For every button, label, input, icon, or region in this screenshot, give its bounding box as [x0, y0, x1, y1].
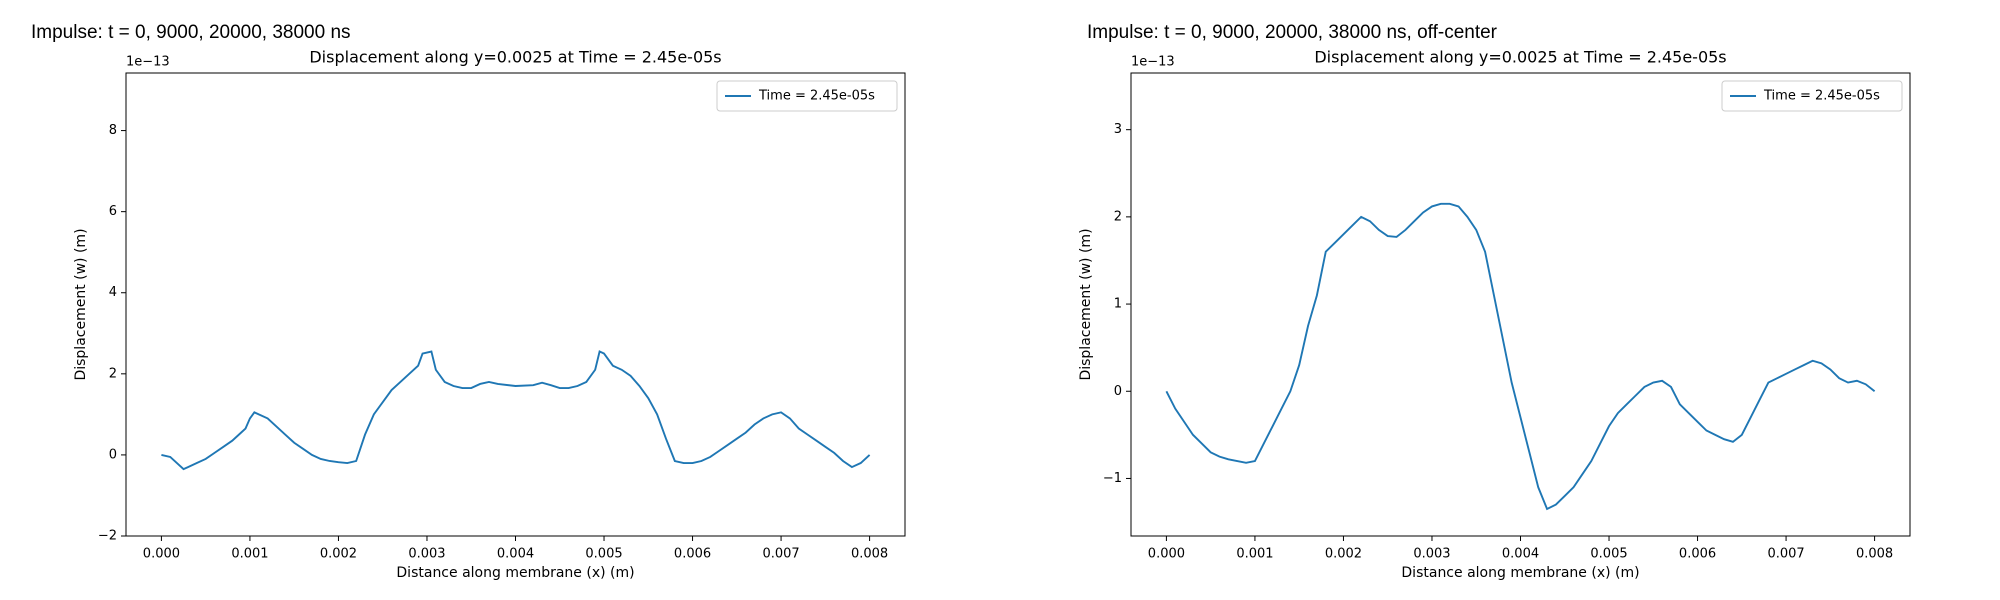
y-tick-label: −1 [1103, 471, 1122, 486]
legend-box [716, 80, 898, 112]
x-axis-label: Distance along membrane (x) (m) [1401, 565, 1639, 581]
x-tick-label: 0.004 [1502, 547, 1539, 562]
x-tick-label: 0.007 [762, 547, 799, 562]
x-tick-label: 0.000 [143, 547, 180, 562]
offset-text: 1e−13 [126, 55, 170, 70]
x-axis-label: Distance along membrane (x) (m) [396, 565, 634, 581]
x-tick-label: 0.006 [674, 547, 711, 562]
x-tick-label: 0.003 [1413, 547, 1450, 562]
y-tick-label: 2 [1114, 209, 1122, 224]
y-axis-label: Displacement (w) (m) [73, 228, 89, 380]
x-tick-label: 0.004 [497, 547, 534, 562]
legend-label: Time = 2.45e-05s [758, 89, 875, 104]
x-tick-label: 0.008 [851, 547, 888, 562]
x-tick-label: 0.008 [1856, 547, 1893, 562]
x-tick-label: 0.000 [1148, 547, 1185, 562]
x-tick-label: 0.001 [1236, 547, 1273, 562]
plot-frame [125, 72, 906, 537]
y-tick-label: 8 [109, 123, 117, 138]
x-tick-label: 0.005 [1590, 547, 1627, 562]
y-tick-label: −2 [98, 529, 117, 544]
legend-box [1721, 80, 1903, 112]
y-tick-label: 0 [1114, 384, 1122, 399]
x-tick-label: 0.002 [1325, 547, 1362, 562]
y-axis-label: Displacement (w) (m) [1078, 228, 1094, 380]
y-tick-label: 4 [109, 285, 117, 300]
x-tick-label: 0.007 [1767, 547, 1804, 562]
y-tick-label: 1 [1114, 297, 1122, 312]
chart-title: Displacement along y=0.0025 at Time = 2.… [1314, 48, 1726, 67]
legend-label: Time = 2.45e-05s [1763, 89, 1880, 104]
line [1165, 202, 1876, 511]
x-tick-label: 0.006 [1679, 547, 1716, 562]
offset-text: 1e−13 [1131, 55, 1175, 70]
x-tick-label: 0.002 [320, 547, 357, 562]
y-tick-label: 3 [1114, 122, 1122, 137]
x-tick-label: 0.005 [585, 547, 622, 562]
x-tick-label: 0.003 [408, 547, 445, 562]
y-tick-label: 0 [109, 447, 117, 462]
x-tick-label: 0.001 [231, 547, 268, 562]
line [161, 350, 871, 471]
y-tick-label: 2 [109, 366, 117, 381]
y-tick-label: 6 [109, 204, 117, 219]
chart-title: Displacement along y=0.0025 at Time = 2.… [309, 48, 721, 67]
plot-frame [1130, 72, 1911, 537]
heading: Impulse: t = 0, 9000, 20000, 38000 ns, o… [1087, 22, 1498, 43]
heading: Impulse: t = 0, 9000, 20000, 38000 ns [31, 22, 351, 43]
